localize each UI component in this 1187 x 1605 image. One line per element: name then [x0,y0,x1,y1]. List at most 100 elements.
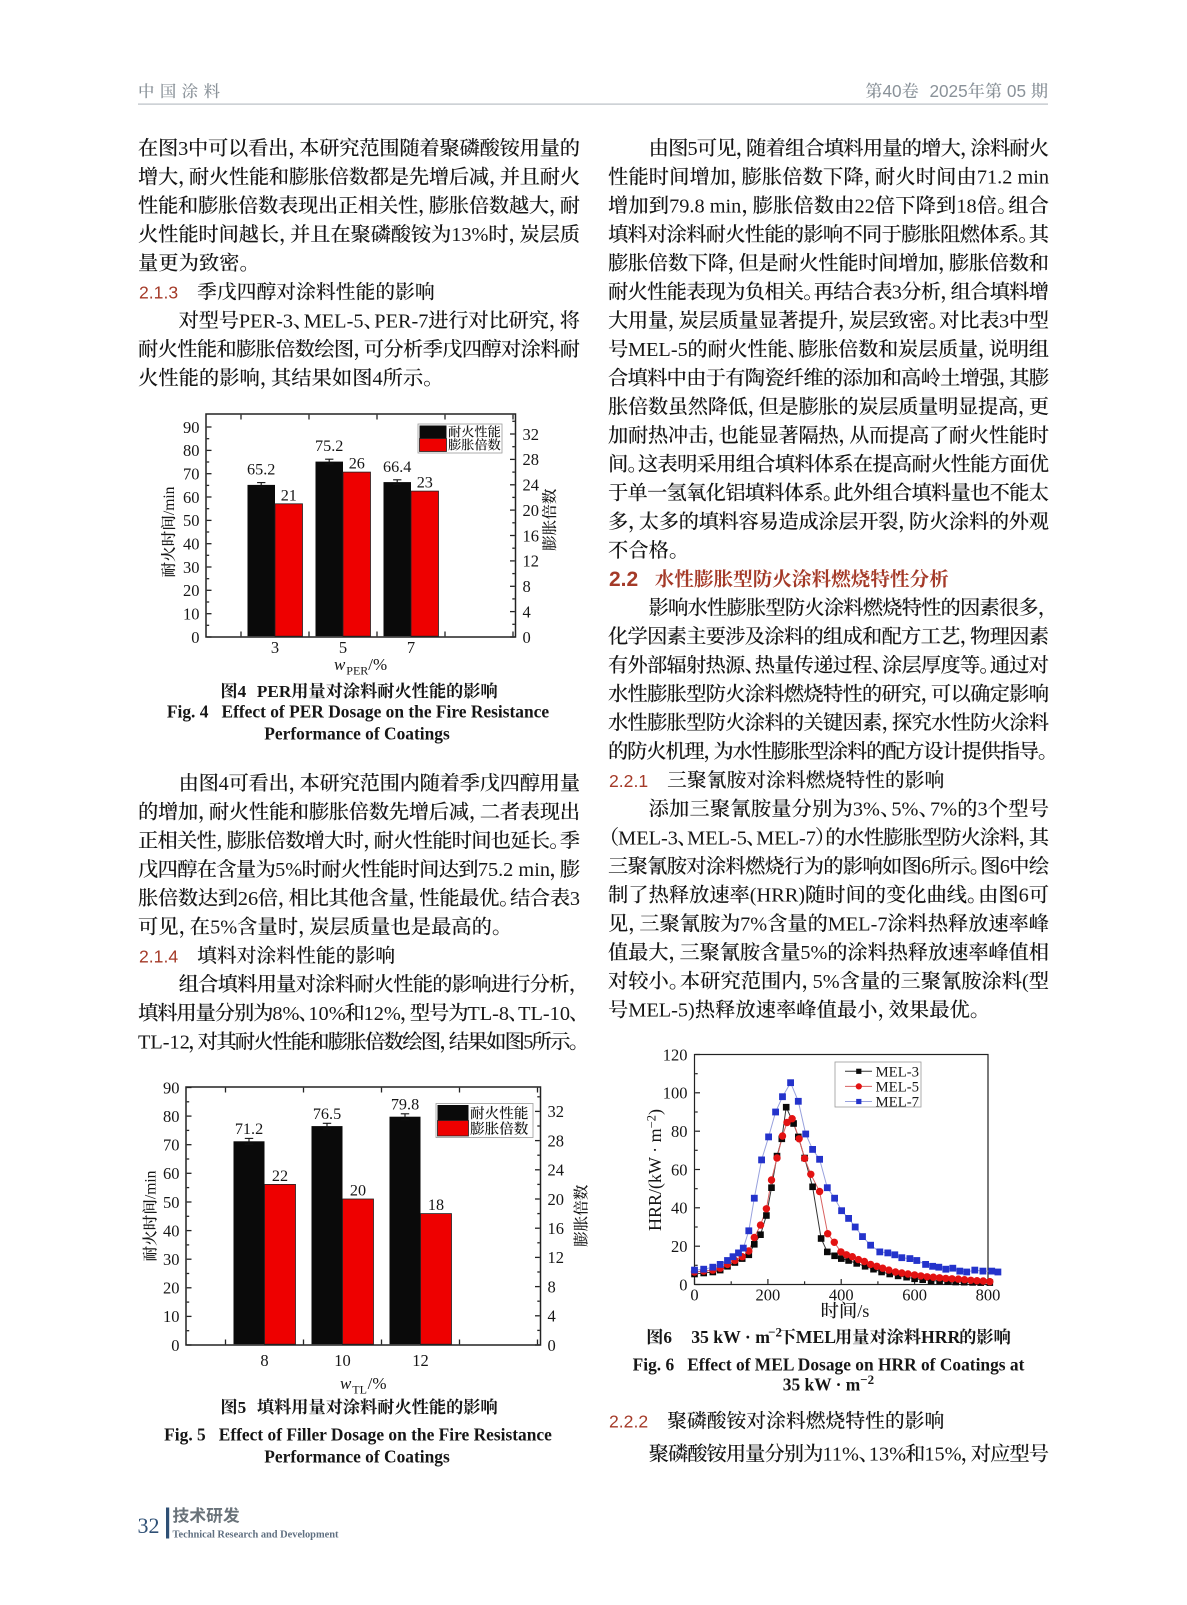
svg-text:65.2: 65.2 [247,461,275,479]
svg-text:8: 8 [523,577,531,596]
svg-text:3: 3 [978,799,988,821]
svg-text:80: 80 [183,441,200,460]
svg-text:100: 100 [663,1084,688,1103]
svg-text:200: 200 [756,1286,781,1305]
svg-text:60: 60 [163,1164,180,1183]
svg-text:20: 20 [183,581,200,600]
svg-text:12: 12 [523,552,540,571]
svg-text:10: 10 [334,1351,351,1370]
svg-text:32: 32 [548,1102,565,1121]
svg-text:MEL-5: MEL-5 [687,827,747,849]
svg-text:76.5: 76.5 [313,1105,341,1123]
svg-text:24: 24 [548,1161,565,1180]
svg-text:35 kW · m: 35 kW · m [691,1327,770,1347]
svg-text:5: 5 [523,1032,533,1054]
svg-text:60: 60 [671,1160,688,1179]
svg-text:HRR/(kW · m−2): HRR/(kW · m−2) [645,1109,667,1231]
svg-text:MEL-7: MEL-7 [756,827,816,849]
svg-text:23: 23 [417,474,433,492]
svg-text:28: 28 [548,1131,565,1150]
svg-text:2.2: 2.2 [609,568,638,591]
svg-text:800: 800 [976,1286,1001,1305]
svg-text:4: 4 [372,368,382,390]
svg-text:35 kW · m−2: 35 kW · m−2 [783,1372,874,1395]
svg-text:0: 0 [171,1336,179,1355]
svg-text:75.2: 75.2 [315,437,343,455]
svg-text:8: 8 [260,1351,268,1370]
svg-text:21: 21 [281,486,297,504]
svg-text:32: 32 [138,1513,160,1538]
svg-text:7%: 7% [740,913,767,935]
svg-text:/min: /min [161,486,178,515]
svg-text:5%: 5% [891,799,918,821]
svg-text:4: 4 [238,682,247,701]
svg-text:3: 3 [570,888,580,910]
svg-text:Fig. 4 Effect of PER Dosage: Fig. 4 Effect of PER Dosage on the Fire … [167,702,549,722]
svg-text:5%: 5% [210,917,237,939]
svg-text:26: 26 [349,455,365,473]
svg-text:MEL-5): MEL-5) [628,1000,695,1022]
svg-text:70: 70 [183,465,200,484]
svg-text:2.1.3: 2.1.3 [139,283,178,303]
svg-text:20: 20 [548,1190,565,1209]
svg-text:18: 18 [956,195,976,217]
svg-text:MEL-5: MEL-5 [628,339,688,361]
svg-text:Fig. 5 Effect of Filler Dosa: Fig. 5 Effect of Filler Dosage on the Fi… [164,1425,552,1445]
svg-text:TL: TL [352,1383,367,1397]
svg-text:20: 20 [523,501,540,520]
svg-text:7: 7 [407,638,415,657]
svg-text:4: 4 [523,602,531,621]
svg-text:(: ( [1022,971,1029,993]
svg-text:12: 12 [548,1248,565,1267]
svg-text:28: 28 [523,450,540,469]
svg-text:/%: /% [368,1374,387,1393]
svg-text:16: 16 [523,526,540,545]
svg-text:8%: 8% [272,1003,299,1025]
svg-text:8: 8 [548,1277,556,1296]
svg-text:/min: /min [143,1170,160,1199]
svg-text:50: 50 [183,511,200,530]
svg-text:w: w [334,655,346,674]
svg-text:30: 30 [163,1250,180,1269]
svg-text:6: 6 [663,1328,672,1347]
svg-text:7%: 7% [930,799,957,821]
svg-text:3%: 3% [853,799,880,821]
svg-text:MEL-3: MEL-3 [618,827,678,849]
svg-text:24: 24 [523,476,540,495]
svg-text:71.2 min: 71.2 min [977,167,1049,189]
svg-text:0: 0 [191,628,199,647]
svg-text:/%: /% [368,655,387,674]
svg-text:05: 05 [1002,81,1031,101]
svg-text:5%: 5% [275,859,302,881]
svg-text:16: 16 [548,1219,565,1238]
svg-text:60: 60 [183,488,200,507]
svg-text:15%: 15% [924,1444,961,1466]
svg-text:20: 20 [163,1279,180,1298]
svg-text:2.2.2: 2.2.2 [609,1412,648,1432]
svg-text:32: 32 [523,425,540,444]
svg-text:18: 18 [428,1196,444,1214]
svg-text:0: 0 [690,1286,698,1305]
svg-text:90: 90 [183,418,200,437]
svg-text:71.2: 71.2 [235,1120,263,1138]
svg-text:4: 4 [219,773,229,795]
svg-text:13%: 13% [451,224,488,246]
svg-text:Performance of Coatings: Performance of Coatings [264,1447,450,1467]
svg-text:90: 90 [163,1078,180,1097]
svg-text:6: 6 [921,856,931,878]
svg-text:12%: 12% [364,1003,401,1025]
svg-text:40: 40 [163,1221,180,1240]
svg-text:MEL-7: MEL-7 [828,913,888,935]
svg-text:79.8 min: 79.8 min [669,195,741,217]
svg-text:50: 50 [163,1193,180,1212]
svg-text:3: 3 [178,138,188,160]
svg-text:MEL-5: MEL-5 [304,310,364,332]
svg-text:0: 0 [548,1336,556,1355]
svg-text:13%: 13% [869,1444,906,1466]
svg-text:30: 30 [183,558,200,577]
svg-text:MEL: MEL [796,1327,836,1347]
svg-text:2025: 2025 [929,81,967,101]
svg-text:TL-10: TL-10 [518,1003,570,1025]
svg-text:5%: 5% [800,942,827,964]
svg-text:2.2.1: 2.2.1 [609,771,648,791]
